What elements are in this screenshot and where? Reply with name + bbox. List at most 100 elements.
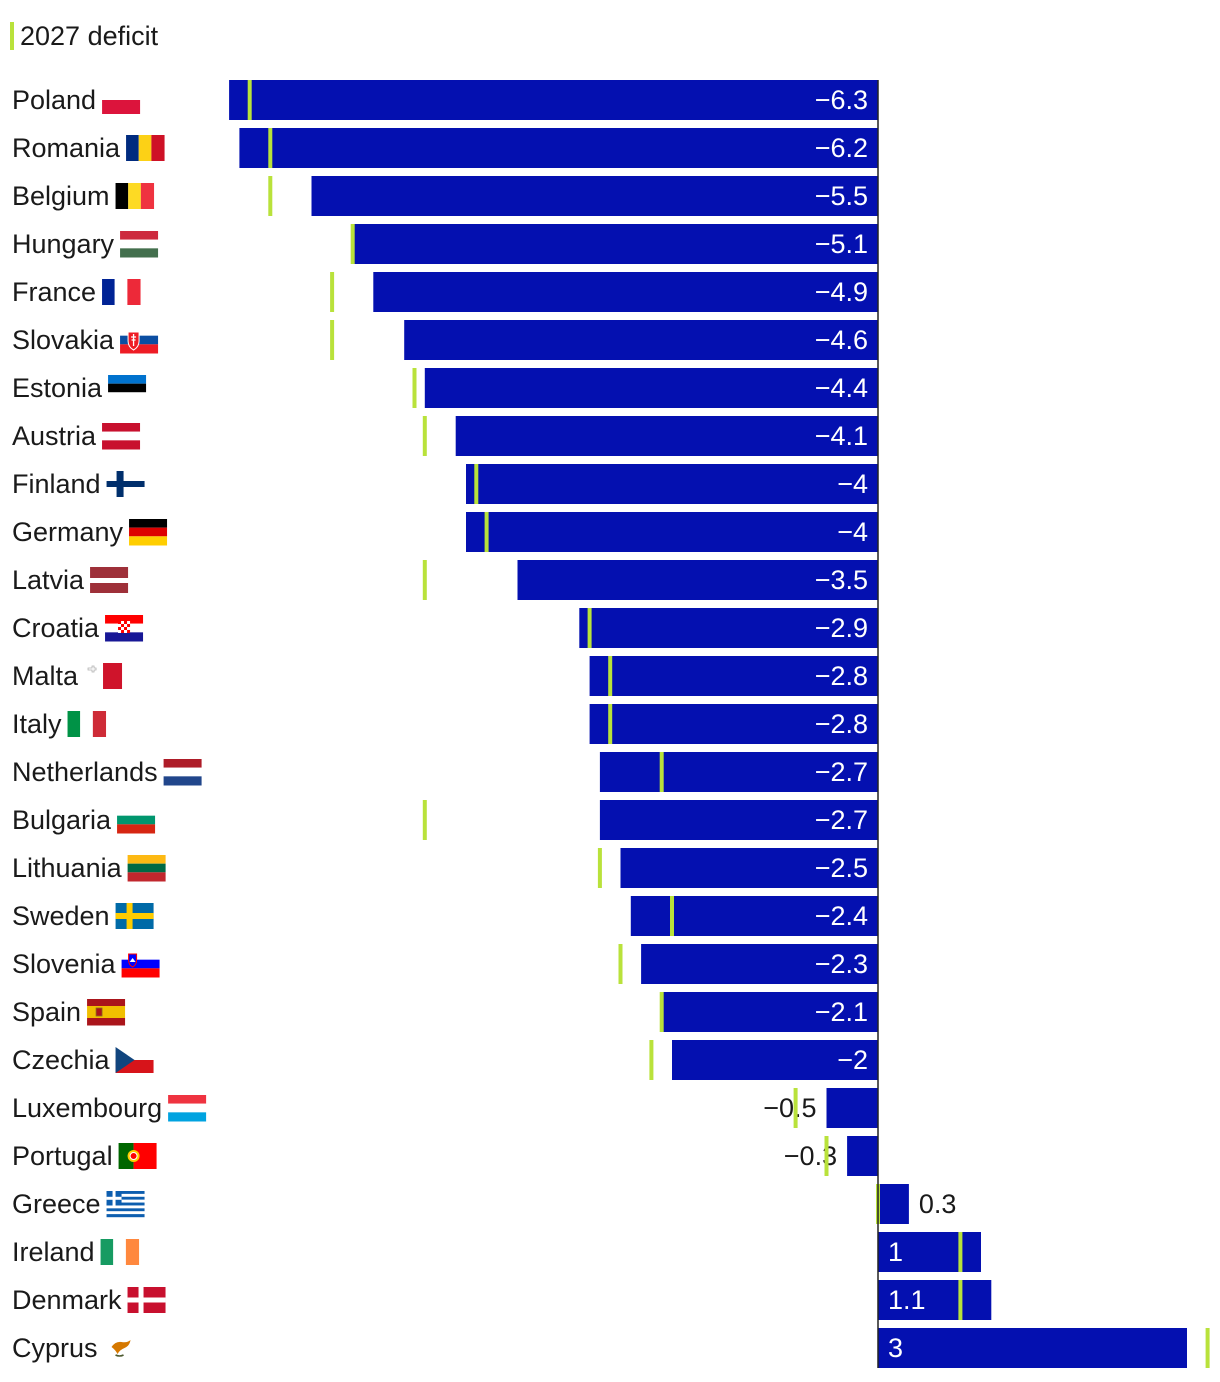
legend-label-2027-deficit: 2027 deficit	[20, 20, 159, 51]
malta-flag-icon	[84, 663, 123, 689]
belgium-flag-icon	[115, 183, 155, 209]
category-label-slovenia: Slovenia	[12, 949, 117, 979]
bar-ireland	[878, 1232, 981, 1272]
value-label-spain: −2.1	[815, 997, 868, 1027]
value-label-portugal: −0.3	[784, 1141, 837, 1171]
marker-2027-netherlands	[659, 752, 664, 792]
bar-finland	[466, 464, 878, 504]
spain-flag-icon	[87, 999, 126, 1026]
category-label-slovakia: Slovakia	[12, 325, 115, 355]
bar-germany	[466, 512, 878, 552]
value-label-czechia: −2	[837, 1045, 868, 1075]
category-label-germany: Germany	[12, 517, 124, 547]
value-label-slovenia: −2.3	[815, 949, 868, 979]
bar-italy	[589, 704, 878, 744]
bar-lithuania	[620, 848, 878, 888]
bar-poland	[229, 80, 879, 120]
bar-greece	[878, 1184, 909, 1224]
value-label-greece: 0.3	[919, 1189, 957, 1219]
category-label-lithuania: Lithuania	[12, 853, 123, 883]
marker-2027-luxembourg	[793, 1088, 798, 1128]
category-label-denmark: Denmark	[12, 1285, 122, 1315]
value-label-bulgaria: −2.7	[815, 805, 868, 835]
category-label-estonia: Estonia	[12, 373, 103, 403]
bar-czechia	[672, 1040, 878, 1080]
legend: 2027 deficit	[10, 20, 158, 52]
category-label-croatia: Croatia	[12, 613, 100, 643]
bar-croatia	[579, 608, 878, 648]
value-label-malta: −2.8	[815, 661, 868, 691]
marker-2027-portugal	[824, 1136, 829, 1176]
category-label-poland: Poland	[12, 85, 96, 115]
category-label-luxembourg: Luxembourg	[12, 1093, 162, 1123]
value-label-croatia: −2.9	[815, 613, 868, 643]
category-label-spain: Spain	[12, 997, 81, 1027]
value-label-poland: −6.3	[815, 85, 868, 115]
marker-2027-czechia	[649, 1040, 654, 1080]
value-label-hungary: −5.1	[815, 229, 868, 259]
poland-flag-icon	[102, 92, 141, 114]
portugal-flag-icon	[118, 1143, 157, 1169]
marker-2027-germany	[484, 512, 489, 552]
category-label-hungary: Hungary	[12, 229, 115, 259]
croatia-flag-icon	[105, 615, 144, 642]
germany-flag-icon	[129, 519, 168, 546]
value-label-germany: −4	[837, 517, 868, 547]
italy-flag-icon	[67, 711, 107, 737]
marker-2027-belgium	[268, 176, 273, 216]
marker-2027-finland	[474, 464, 479, 504]
bulgaria-flag-icon	[117, 807, 156, 834]
marker-2027-spain	[659, 992, 664, 1032]
category-label-finland: Finland	[12, 469, 101, 499]
netherlands-flag-icon	[163, 759, 202, 786]
estonia-flag-icon	[108, 375, 147, 402]
bar-slovenia	[641, 944, 878, 984]
bar-spain	[661, 992, 878, 1032]
bar-hungary	[352, 224, 878, 264]
slovenia-flag-icon	[121, 951, 160, 978]
category-label-italy: Italy	[12, 709, 62, 739]
marker-2027-austria	[422, 416, 427, 456]
marker-2027-france	[330, 272, 335, 312]
bar-latvia	[517, 560, 878, 600]
bar-romania	[239, 128, 878, 168]
category-label-france: France	[12, 277, 96, 307]
value-label-ireland: 1	[888, 1237, 903, 1267]
marker-2027-malta	[608, 656, 613, 696]
marker-2027-latvia	[422, 560, 427, 600]
bar-portugal	[847, 1136, 878, 1176]
bar-slovakia	[404, 320, 878, 360]
bar-denmark	[878, 1280, 992, 1320]
luxembourg-flag-icon	[168, 1095, 207, 1122]
value-label-slovakia: −4.6	[815, 325, 868, 355]
france-flag-icon	[102, 279, 141, 305]
marker-2027-slovenia	[618, 944, 623, 984]
bar-estonia	[424, 368, 878, 408]
cyprus-flag-icon	[111, 1340, 131, 1357]
value-label-belgium: −5.5	[815, 181, 868, 211]
bar-belgium	[311, 176, 878, 216]
marker-2027-slovakia	[330, 320, 335, 360]
greece-flag-icon	[106, 1191, 145, 1218]
marker-2027-estonia	[412, 368, 417, 408]
value-label-latvia: −3.5	[815, 565, 868, 595]
value-label-france: −4.9	[815, 277, 868, 307]
value-label-italy: −2.8	[815, 709, 868, 739]
finland-flag-icon	[106, 471, 145, 497]
category-label-czechia: Czechia	[12, 1045, 111, 1075]
sweden-flag-icon	[115, 903, 154, 929]
category-label-latvia: Latvia	[12, 565, 85, 595]
category-label-portugal: Portugal	[12, 1141, 113, 1171]
category-label-belgium: Belgium	[12, 181, 110, 211]
value-label-finland: −4	[837, 469, 868, 499]
value-label-estonia: −4.4	[815, 373, 868, 403]
lithuania-flag-icon	[127, 855, 166, 882]
denmark-flag-icon	[127, 1287, 166, 1313]
latvia-flag-icon	[90, 567, 129, 593]
czechia-flag-icon	[115, 1047, 154, 1073]
marker-2027-denmark	[958, 1280, 963, 1320]
marker-2027-lithuania	[597, 848, 602, 888]
value-label-denmark: 1.1	[888, 1285, 926, 1315]
marker-2027-hungary	[350, 224, 355, 264]
bar-netherlands	[599, 752, 878, 792]
